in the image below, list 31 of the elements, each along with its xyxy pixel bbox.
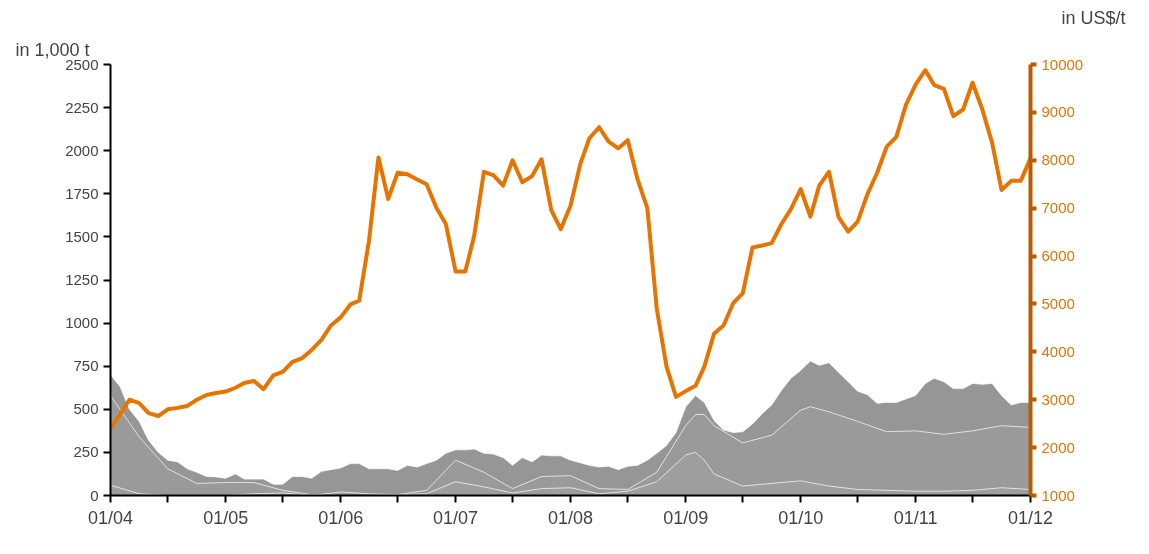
y2-tick-label: 10000 bbox=[1041, 55, 1084, 73]
y2-tick-label: 3000 bbox=[1041, 390, 1075, 408]
y2-tick-label: 8000 bbox=[1041, 151, 1075, 169]
x-tick-label: 01/07 bbox=[433, 507, 479, 528]
y-tick-label: 1250 bbox=[65, 271, 99, 288]
y2-tick-label: 5000 bbox=[1041, 294, 1075, 312]
y2-tick-label: 4000 bbox=[1041, 342, 1075, 360]
y-tick-label: 1000 bbox=[65, 314, 99, 332]
y-tick-label: 500 bbox=[73, 400, 99, 418]
y-tick-label: 1500 bbox=[65, 227, 99, 245]
y-tick-label: 1750 bbox=[65, 184, 99, 202]
x-tick-label: 01/09 bbox=[663, 507, 709, 528]
y-tick-label: 0 bbox=[90, 486, 99, 504]
y-tick-label: 2000 bbox=[65, 141, 99, 159]
x-tick-label: 01/08 bbox=[547, 507, 594, 528]
x-tick-label: 01/05 bbox=[203, 507, 249, 528]
x-tick-label: 01/12 bbox=[1007, 507, 1054, 528]
line-series bbox=[110, 68, 1031, 431]
y-tick-label: 2250 bbox=[65, 98, 99, 116]
x-tick-label: 01/11 bbox=[893, 507, 938, 528]
y2-axis-title: in US$/t bbox=[1061, 7, 1126, 28]
y2-tick-label: 1000 bbox=[1041, 486, 1075, 504]
x-tick-label: 01/06 bbox=[318, 507, 364, 528]
y2-tick-label: 2000 bbox=[1041, 438, 1075, 456]
y-tick-label: 750 bbox=[73, 357, 99, 375]
y2-tick-label: 6000 bbox=[1041, 247, 1075, 265]
y2-tick-label: 7000 bbox=[1041, 199, 1075, 217]
y2-tick-label: 9000 bbox=[1041, 103, 1075, 121]
x-tick-label: 01/10 bbox=[778, 507, 824, 528]
x-tick-label: 01/04 bbox=[87, 507, 134, 528]
y-tick-label: 250 bbox=[73, 443, 99, 461]
